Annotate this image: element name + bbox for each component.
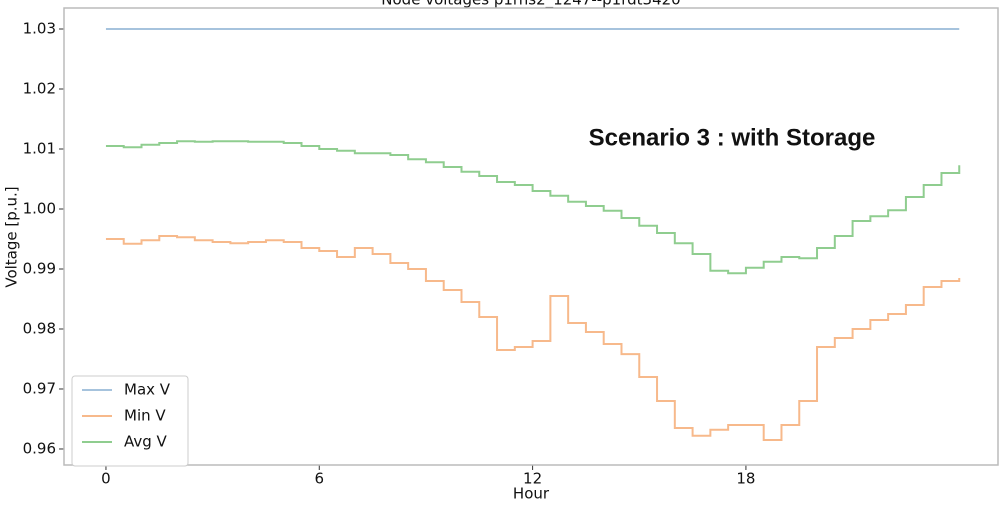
y-tick-label: 0.98 <box>23 319 56 337</box>
y-tick-label: 0.99 <box>23 259 56 277</box>
x-tick-label: 0 <box>101 470 111 488</box>
y-tick-label: 0.97 <box>23 379 56 397</box>
chart-title: Node voltages p1rhs2_1247--p1rdt3420 <box>381 0 680 10</box>
y-tick-label: 1.03 <box>23 19 56 37</box>
x-axis-label: Hour <box>513 485 550 503</box>
legend-label: Max V <box>124 381 171 399</box>
annotation: Scenario 3 : with Storage <box>589 124 876 151</box>
y-tick-label: 0.96 <box>23 439 56 457</box>
x-tick-label: 6 <box>315 470 325 488</box>
y-tick-label: 1.00 <box>23 199 56 217</box>
y-axis-label: Voltage [p.u.] <box>3 186 21 287</box>
legend-label: Avg V <box>124 433 168 451</box>
legend-box <box>71 375 189 467</box>
y-tick-label: 1.01 <box>23 139 56 157</box>
series-line <box>105 234 961 441</box>
series-line <box>105 140 961 275</box>
plot-frame <box>63 7 999 466</box>
x-tick-label: 12 <box>523 470 542 488</box>
legend-label: Min V <box>124 407 166 425</box>
y-tick-label: 1.02 <box>23 79 56 97</box>
x-tick-label: 18 <box>736 470 755 488</box>
